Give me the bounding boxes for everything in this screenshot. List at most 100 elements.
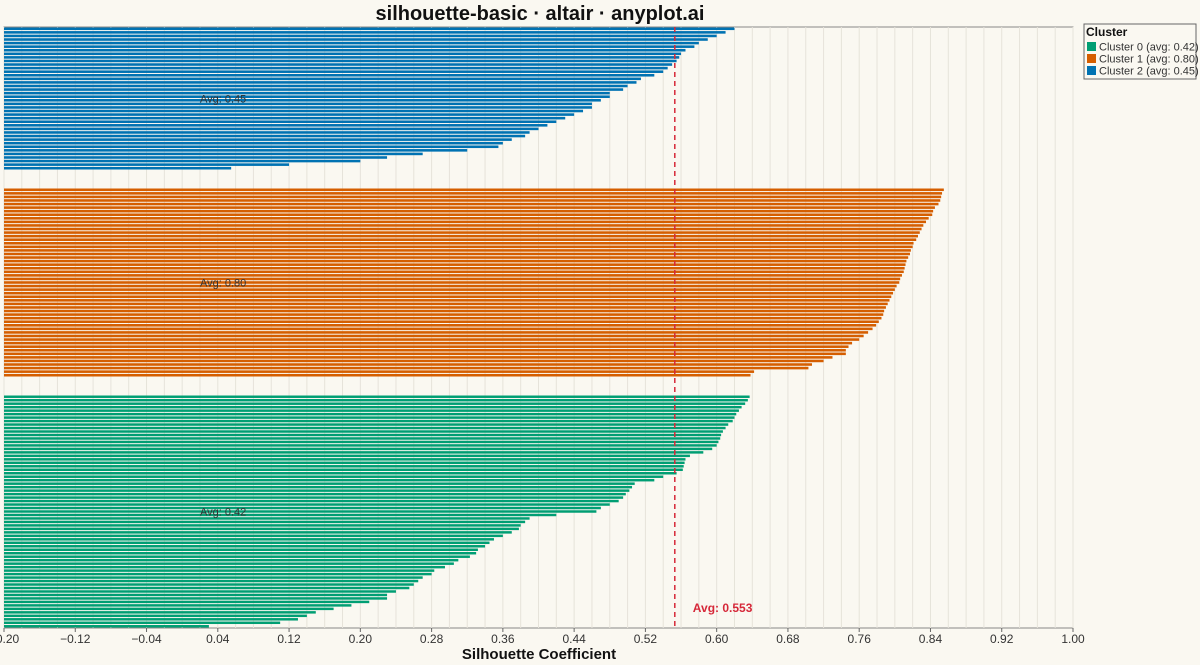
legend-swatch [1087,54,1096,63]
x-tick-label: 0.20 [349,632,373,646]
silhouette-bar [4,607,334,611]
silhouette-bar [4,156,388,159]
silhouette-bar [4,625,209,628]
silhouette-bar [4,63,673,66]
silhouette-bar [4,277,901,281]
silhouette-bar [4,569,435,572]
silhouette-bar [4,572,432,576]
x-tick-label: 0.68 [776,632,800,646]
silhouette-bar [4,437,721,440]
silhouette-bar [4,245,913,249]
silhouette-bar [4,66,668,70]
silhouette-bar [4,363,812,366]
x-axis-title: Silhouette Coefficient [462,646,616,663]
silhouette-bar [4,586,410,590]
silhouette-bar [4,99,601,102]
silhouette-bar [4,538,494,541]
silhouette-bar [4,366,809,370]
silhouette-bar [4,141,503,145]
silhouette-bar [4,510,597,513]
silhouette-bar [4,56,680,59]
silhouette-bar [4,590,396,593]
x-tick-label: 0.60 [705,632,729,646]
silhouette-bar [4,159,361,163]
silhouette-bar [4,334,864,338]
silhouette-bar [4,370,755,373]
silhouette-bar [4,412,737,416]
silhouette-bar [4,131,530,134]
x-tick-label: 0.04 [206,632,230,646]
silhouette-bar [4,106,592,109]
silhouette-bar [4,345,849,348]
silhouette-bar [4,430,723,433]
silhouette-bar [4,433,722,437]
silhouette-bar [4,195,942,199]
silhouette-bar [4,395,750,398]
silhouette-bar [4,316,882,320]
silhouette-bar [4,531,512,534]
silhouette-bar [4,551,477,555]
silhouette-bar [4,331,869,334]
silhouette-bar [4,398,748,402]
x-tick-label: 0.12 [277,632,301,646]
silhouette-bar [4,356,833,359]
silhouette-bar [4,234,918,238]
silhouette-bar [4,451,704,454]
silhouette-bar [4,534,503,538]
silhouette-bar [4,270,904,274]
silhouette-bar [4,116,566,120]
silhouette-bar [4,611,316,614]
silhouette-bar [4,227,922,231]
silhouette-bar [4,166,232,170]
x-tick-label: 1.00 [1061,632,1085,646]
silhouette-bar [4,199,941,202]
silhouette-bar [4,241,914,245]
silhouette-bar [4,59,677,63]
silhouette-bar [4,419,733,423]
silhouette-bar [4,600,370,604]
silhouette-bar [4,426,726,430]
x-tick-label: 0.36 [491,632,515,646]
silhouette-bar [4,220,927,224]
x-tick-label: 0.92 [990,632,1014,646]
silhouette-bar [4,138,512,141]
silhouette-bar [4,95,610,98]
silhouette-bar [4,38,708,41]
x-tick-label: −0.04 [131,632,162,646]
silhouette-bar [4,402,746,405]
silhouette-bar [4,506,601,510]
silhouette-bar [4,109,584,113]
silhouette-bar [4,84,628,88]
silhouette-bar [4,145,499,149]
silhouette-bar [4,295,892,299]
silhouette-bar [4,489,630,492]
silhouette-bar [4,465,684,468]
silhouette-bar [4,461,685,465]
cluster-average-labels: Avg: 0.45 Avg: 0.80 Avg: 0.42 [200,94,246,519]
silhouette-bar [4,447,713,451]
legend-entry: Cluster 1 (avg: 0.80) [1099,54,1199,66]
silhouette-bar [4,213,933,217]
silhouette-bar [4,81,637,84]
silhouette-bar [4,359,824,363]
x-tick-label: 0.44 [562,632,586,646]
legend-title: Cluster [1086,25,1128,39]
cluster-average-label: Avg: 0.80 [200,278,246,290]
silhouette-bar [4,499,619,503]
silhouette-bar [4,284,897,288]
silhouette-bar [4,206,935,209]
legend-items: Cluster 0 (avg: 0.42)Cluster 1 (avg: 0.8… [1087,42,1199,78]
silhouette-bar [4,541,490,545]
silhouette-bar [4,291,894,295]
silhouette-bar [4,583,414,586]
silhouette-bar [4,513,557,517]
silhouette-bar [4,496,624,499]
overall-average-label: Avg: 0.553 [693,601,753,615]
silhouette-bar [4,621,281,625]
silhouette-bar [4,149,468,152]
silhouette-bar [4,299,890,302]
silhouette-bar [4,120,557,124]
silhouette-bar [4,454,690,458]
silhouette-bar [4,306,886,309]
